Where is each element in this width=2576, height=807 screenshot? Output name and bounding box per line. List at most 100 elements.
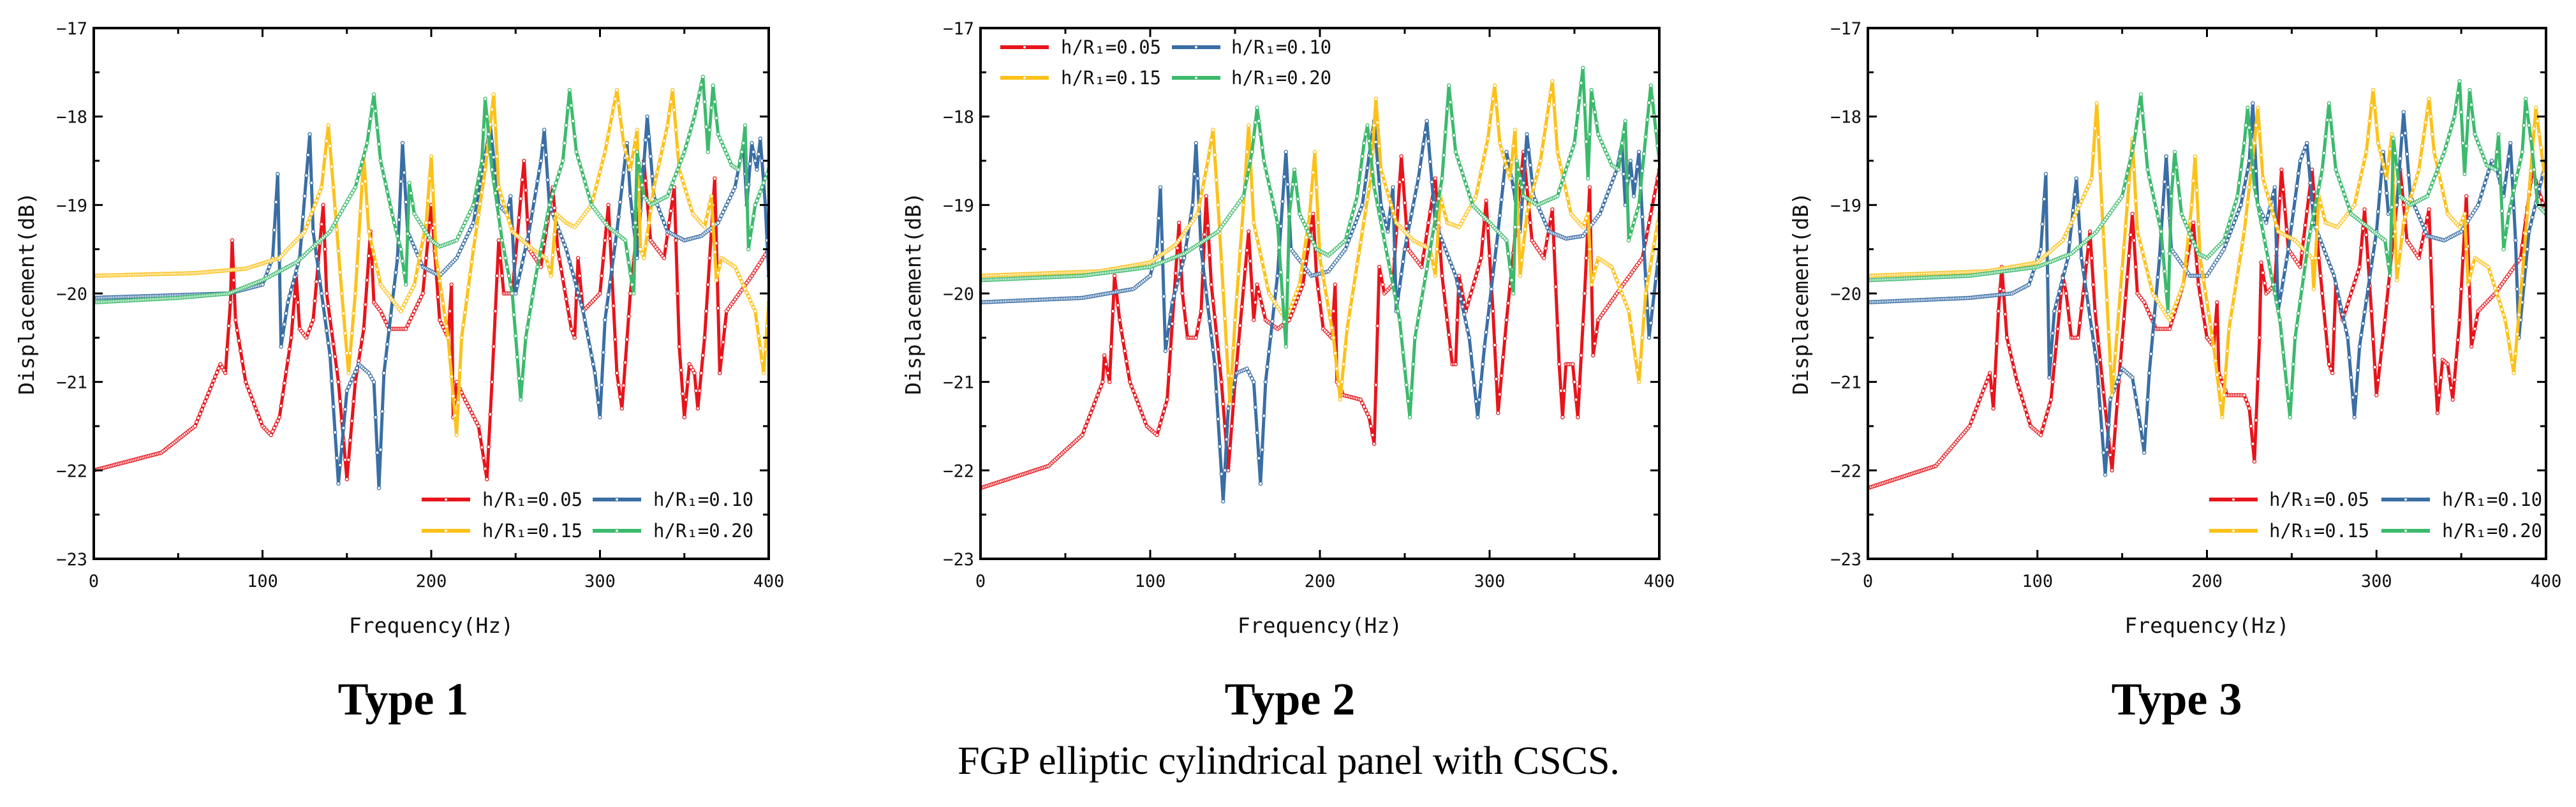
data-marker (1292, 295, 1297, 300)
data-marker (603, 149, 607, 154)
data-marker (489, 107, 494, 112)
data-marker (2213, 322, 2218, 327)
x-tick-label: 300 (584, 572, 616, 591)
data-marker (1234, 360, 1239, 366)
data-marker (358, 348, 363, 352)
data-marker (2142, 256, 2147, 262)
data-marker (2374, 123, 2379, 128)
data-marker (1173, 271, 1178, 276)
data-marker (1176, 220, 1181, 225)
data-marker (2030, 272, 2035, 277)
data-marker (2427, 189, 2431, 194)
data-marker (694, 106, 699, 111)
data-marker (1291, 182, 1295, 187)
data-marker (2150, 332, 2155, 337)
data-marker (689, 126, 693, 131)
data-marker (1373, 194, 1379, 198)
data-marker (1611, 176, 1616, 181)
data-marker (1463, 212, 1469, 217)
data-marker (1419, 265, 1424, 269)
data-marker (2461, 256, 2466, 260)
data-marker (1375, 120, 1380, 125)
data-marker (685, 195, 690, 200)
data-marker (1610, 181, 1614, 185)
data-marker (343, 203, 348, 207)
data-marker (483, 466, 487, 471)
data-marker (321, 170, 325, 174)
data-marker (556, 247, 560, 251)
data-marker (1541, 136, 1546, 140)
data-marker (1499, 373, 1504, 378)
data-marker (431, 188, 435, 193)
data-marker (498, 191, 503, 195)
data-marker (1416, 176, 1421, 181)
data-marker (2371, 87, 2376, 93)
data-marker (456, 400, 461, 405)
data-marker (2257, 129, 2262, 134)
data-marker (1247, 369, 1251, 374)
data-marker (2340, 312, 2345, 317)
data-marker (748, 298, 753, 302)
data-marker (1446, 332, 1451, 337)
data-marker (2438, 375, 2443, 380)
data-marker (547, 203, 552, 207)
data-marker (1620, 141, 1624, 145)
data-marker (2478, 145, 2482, 150)
data-marker (410, 241, 415, 246)
data-marker (368, 116, 373, 121)
data-marker (1514, 158, 1519, 163)
data-marker (1137, 406, 1143, 411)
data-marker (1438, 186, 1443, 191)
data-marker (1377, 265, 1382, 269)
data-marker (2530, 149, 2535, 154)
data-marker (635, 149, 639, 154)
legend-marker (443, 497, 448, 502)
data-marker (2345, 302, 2350, 306)
data-marker (1209, 333, 1214, 338)
data-marker (365, 278, 369, 283)
data-marker (1579, 80, 1583, 85)
data-marker (685, 138, 690, 142)
data-marker (1470, 367, 1475, 372)
data-marker (2038, 433, 2043, 438)
data-marker (353, 380, 358, 384)
data-marker (1291, 309, 1295, 313)
data-marker (2464, 144, 2469, 149)
data-marker (1496, 121, 1500, 126)
data-marker (2437, 163, 2441, 168)
data-marker (2321, 247, 2327, 251)
x-tick-label: 200 (416, 572, 447, 591)
data-marker (2505, 223, 2510, 228)
data-marker (562, 242, 567, 247)
data-marker (1202, 176, 1207, 181)
data-marker (564, 297, 568, 301)
data-marker (763, 176, 767, 181)
data-marker (1640, 214, 1645, 219)
data-marker (2247, 185, 2252, 189)
data-marker (618, 394, 623, 399)
data-marker (2323, 134, 2328, 139)
data-marker (2501, 247, 2506, 251)
data-marker (572, 278, 577, 283)
data-marker (2061, 238, 2065, 243)
data-marker (1345, 242, 1349, 247)
data-marker (2228, 316, 2233, 320)
data-marker (2352, 415, 2357, 420)
data-marker (1562, 172, 1567, 177)
data-marker (2381, 162, 2386, 167)
data-marker (381, 174, 387, 179)
data-marker (660, 146, 665, 151)
data-marker (2181, 282, 2186, 287)
data-marker (2310, 220, 2314, 225)
data-marker (1181, 256, 1187, 260)
data-marker (2131, 167, 2136, 172)
data-marker (1566, 196, 1570, 201)
data-marker (2398, 156, 2402, 161)
data-marker (1252, 220, 1256, 225)
data-marker (1270, 197, 1275, 202)
data-marker (1243, 267, 1248, 272)
data-marker (569, 265, 574, 270)
data-marker (2055, 295, 2060, 300)
data-marker (1192, 172, 1197, 177)
data-marker (1299, 270, 1303, 275)
